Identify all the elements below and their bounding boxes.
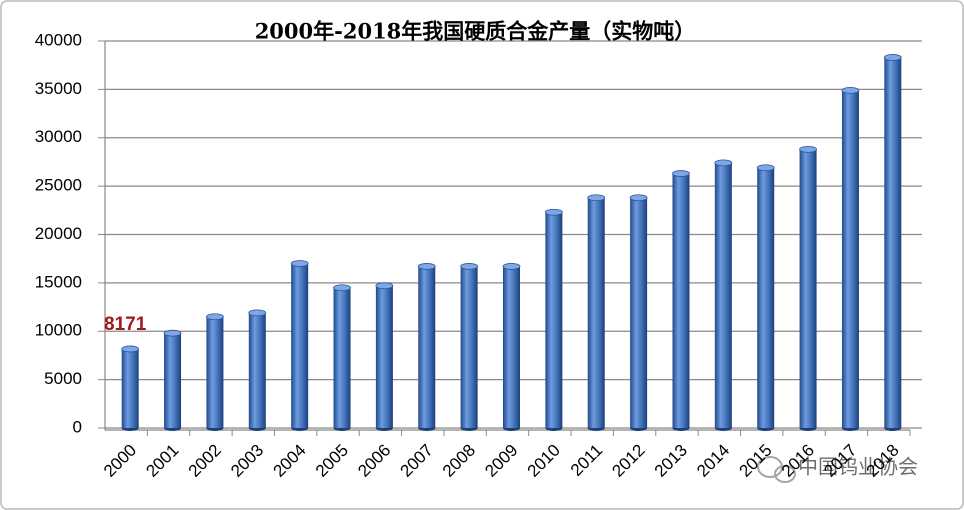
y-tick-label: 30000: [35, 127, 82, 146]
bar-top: [248, 309, 267, 317]
y-tick-label: 10000: [35, 321, 82, 340]
watermark-icon: [757, 456, 796, 483]
bar-top: [841, 86, 860, 94]
y-tick-label: 25000: [35, 176, 82, 195]
bar: [375, 285, 393, 428]
bar: [672, 173, 690, 428]
y-tick-label: 35000: [35, 79, 82, 98]
bar-top: [163, 329, 182, 337]
bar-top: [206, 313, 224, 321]
bar-top: [883, 54, 902, 61]
bar-top: [714, 159, 733, 167]
bar: [418, 266, 436, 428]
bar-top: [375, 282, 394, 290]
bar: [503, 266, 520, 428]
bars: [121, 54, 902, 431]
bar: [545, 212, 563, 428]
bar-top: [417, 263, 436, 270]
chart-title: 2000年-2018年我国硬质合金产量（实物吨）: [255, 19, 696, 44]
bar: [164, 333, 182, 428]
bar: [291, 263, 309, 428]
bar-top: [587, 194, 606, 202]
bar-top: [756, 164, 775, 172]
y-tick-label: 5000: [44, 369, 82, 388]
bar-top: [629, 194, 648, 202]
bar-top: [502, 263, 521, 270]
bar: [587, 197, 605, 428]
bar-top: [121, 345, 140, 353]
bar: [714, 162, 732, 428]
y-tick-label: 20000: [35, 224, 82, 243]
data-label: 8171: [104, 314, 147, 335]
bar-top: [460, 263, 479, 270]
bar-top: [799, 145, 817, 153]
bar-top: [544, 208, 563, 216]
y-tick-label: 0: [73, 417, 82, 436]
watermark: 中国钨业协会: [798, 455, 918, 479]
bar: [757, 167, 775, 428]
y-tick-label: 15000: [35, 272, 82, 291]
bar: [884, 57, 902, 428]
bar: [841, 90, 859, 428]
bar: [206, 316, 224, 428]
bar: [799, 149, 817, 429]
bar: [630, 197, 648, 428]
bar-top: [672, 170, 690, 177]
bar: [460, 266, 478, 428]
bar: [333, 287, 351, 428]
bar: [121, 348, 139, 428]
bar-top: [333, 284, 351, 292]
bar-top: [290, 260, 309, 267]
bar: [248, 312, 266, 428]
y-tick-label: 40000: [35, 30, 82, 49]
